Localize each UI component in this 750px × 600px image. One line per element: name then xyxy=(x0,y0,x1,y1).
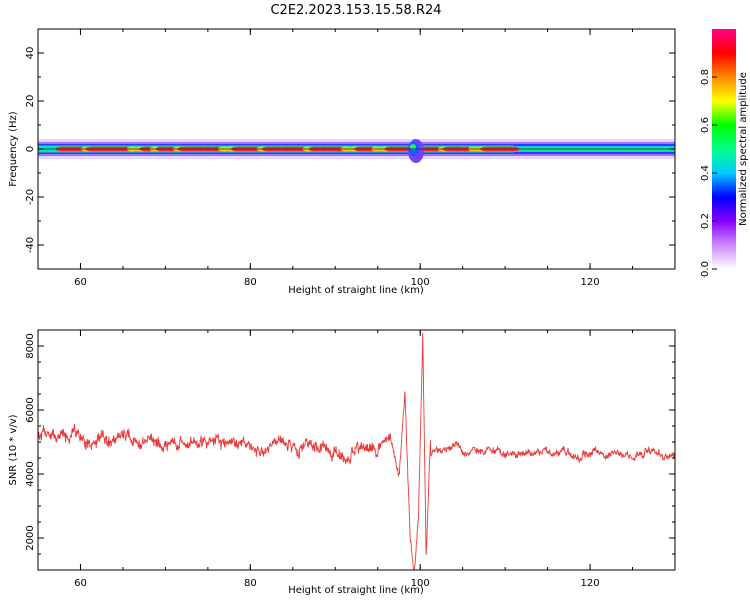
colorbar-tick-label: 0.4 xyxy=(700,165,711,181)
heatmap-x-tick-label: 120 xyxy=(581,277,600,288)
snr-y-tick-label: 2000 xyxy=(25,525,36,550)
spectral-band xyxy=(38,139,675,163)
snr-x-tick-label: 100 xyxy=(411,578,430,589)
snr-y-tick-label: 6000 xyxy=(25,397,36,422)
snr-x-tick-label: 60 xyxy=(74,578,87,589)
heatmap-y-tick-label: -40 xyxy=(25,237,36,253)
colorbar: 0.0 0.2 0.4 0.6 0.8 Normalized spectral ampl… xyxy=(700,29,749,277)
heatmap-x-tick-label: 100 xyxy=(411,277,430,288)
heatmap-y-tick-label: 40 xyxy=(25,47,36,60)
colorbar-tick-label: 0.8 xyxy=(700,69,711,85)
heatmap-y-tick-label: -20 xyxy=(25,189,36,205)
heatmap-y-ticks: -40 -20 0 20 40 xyxy=(25,28,675,270)
colorbar-ticks: 0.0 0.2 0.4 0.6 0.8 xyxy=(700,69,717,277)
heatmap-x-tick-label: 80 xyxy=(244,277,257,288)
heatmap-panel: 60 80 100 120 -40 -20 0 20 40 Height of straigh… xyxy=(8,28,676,296)
chart-title: C2E2.2023.153.15.58.R24 xyxy=(270,3,441,18)
colorbar-gradient xyxy=(712,29,736,269)
snr-plot-frame xyxy=(37,329,676,571)
snr-y-ticks: 2000 4000 6000 8000 xyxy=(25,329,675,571)
snr-panel: 60 80 100 120 2000 4000 6000 8000 Height of st… xyxy=(8,329,676,596)
snr-x-axis-label: Height of straight line (km) xyxy=(288,585,424,596)
colorbar-tick-label: 0.6 xyxy=(700,117,711,133)
band-disturbance-core xyxy=(409,144,416,150)
heatmap-y-tick-label: 20 xyxy=(25,95,36,108)
snr-y-tick-label: 8000 xyxy=(25,333,36,358)
heatmap-y-axis-label: Frequency (Hz) xyxy=(8,111,19,187)
heatmap-y-tick-label: 0 xyxy=(25,146,36,152)
heatmap-x-tick-label: 60 xyxy=(74,277,87,288)
snr-x-tick-label: 80 xyxy=(244,578,257,589)
snr-y-tick-label: 4000 xyxy=(25,461,36,486)
colorbar-label: Normalized spectral amplitude xyxy=(738,72,749,226)
heatmap-x-axis-label: Height of straight line (km) xyxy=(288,285,424,296)
snr-y-axis-label: SNR (10 * v/v) xyxy=(8,414,19,485)
heatmap-x-ticks: 60 80 100 120 xyxy=(37,29,676,288)
snr-series-line xyxy=(38,332,675,570)
colorbar-tick-label: 0.2 xyxy=(700,213,711,229)
snr-x-tick-label: 120 xyxy=(581,578,600,589)
colorbar-tick-label: 0.0 xyxy=(700,261,711,277)
